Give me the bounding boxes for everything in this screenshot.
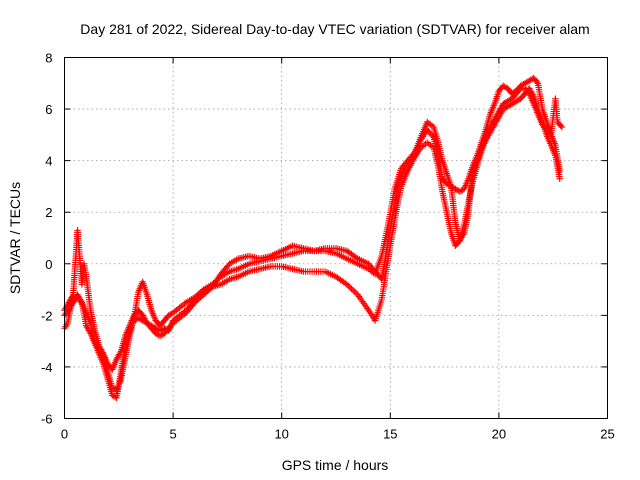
data-point (348, 285, 355, 293)
data-point (533, 78, 541, 86)
data-point (557, 122, 565, 130)
grid (64, 57, 608, 419)
x-tick-label: 20 (492, 427, 506, 442)
data-point (116, 349, 124, 357)
data-point (352, 254, 360, 261)
plot-frame (64, 57, 608, 419)
data-point (558, 123, 566, 131)
x-tick-label: 25 (600, 427, 614, 442)
y-tick-label: 2 (45, 205, 52, 220)
x-tick-label: 0 (61, 427, 68, 442)
data-point (77, 297, 85, 305)
chart-title: Day 281 of 2022, Sidereal Day-to-day VTE… (80, 21, 589, 37)
y-tick-label: -4 (41, 360, 53, 375)
data-point (352, 290, 360, 297)
y-tick-label: 8 (45, 51, 52, 66)
data-point (99, 349, 106, 356)
data-point (86, 328, 93, 336)
y-tick-label: 0 (45, 257, 52, 272)
data-point (516, 86, 523, 93)
series-track-3 (61, 85, 566, 373)
y-tick-label: -2 (41, 308, 53, 323)
x-axis-label: GPS time / hours (282, 457, 389, 473)
series-track-1 (61, 74, 563, 394)
data-point (460, 231, 467, 238)
y-axis-label: SDTVAR / TECUs (7, 182, 23, 294)
data-point (345, 282, 352, 290)
y-tick-label: 6 (45, 102, 52, 117)
data-point (349, 287, 357, 294)
data-point (409, 153, 417, 161)
data-point (69, 293, 76, 300)
data-point (346, 284, 354, 291)
x-tick-label: 10 (274, 427, 288, 442)
data-points (61, 74, 566, 402)
data-point (429, 132, 436, 140)
data-point (351, 288, 358, 295)
x-tick-label: 5 (169, 427, 176, 442)
data-point (556, 175, 563, 182)
y-tick-label: -6 (41, 412, 53, 427)
y-tick-label: 4 (45, 154, 52, 169)
data-point (343, 281, 351, 288)
x-tick-label: 15 (383, 427, 397, 442)
data-point (190, 300, 197, 308)
